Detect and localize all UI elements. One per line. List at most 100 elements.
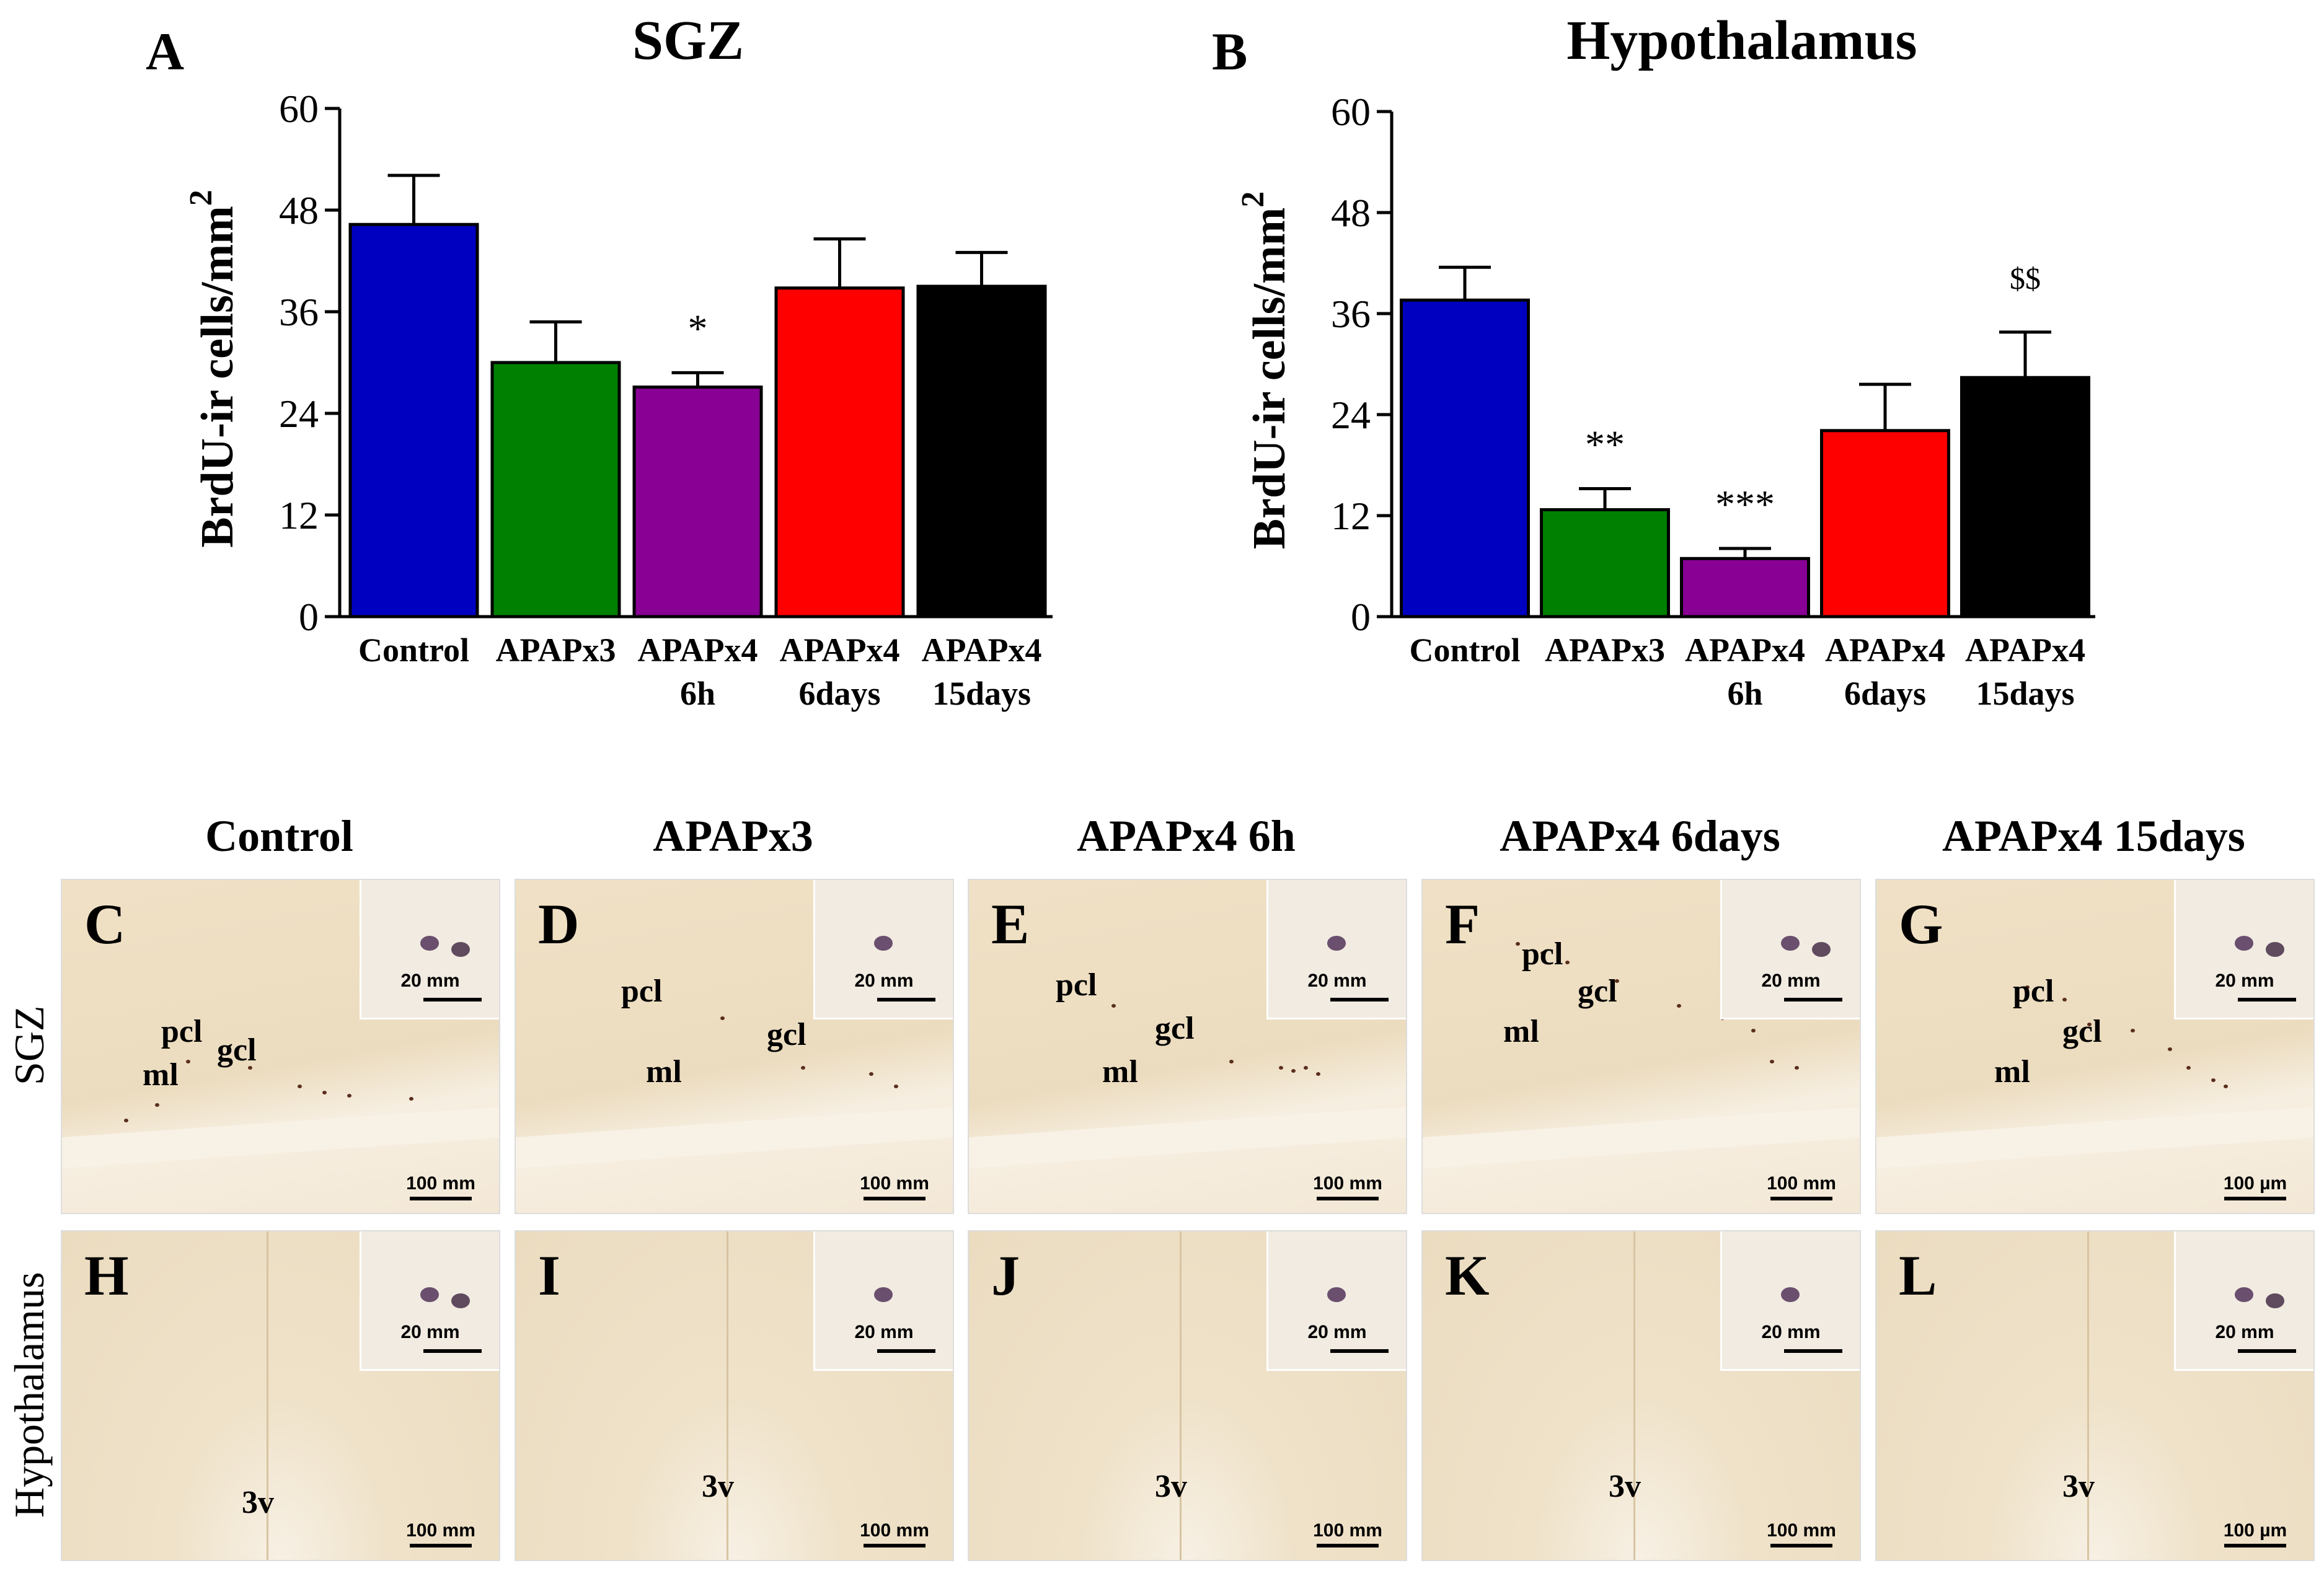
scale-label: 100 mm (1313, 1173, 1382, 1194)
stained-cell (1781, 936, 1800, 951)
region-label: 3v (1155, 1469, 1187, 1504)
y-tick-label: 0 (1351, 595, 1371, 639)
scale-bar: 100 µm (2206, 1520, 2305, 1547)
stained-cell (720, 1016, 725, 1020)
significance-label: ** (1585, 423, 1625, 467)
panel-letter: D (538, 892, 580, 956)
region-label: gcl (2062, 1014, 2102, 1049)
tissue-band (516, 1104, 953, 1170)
panel-letter: F (1445, 892, 1480, 956)
inset-scale-bar (2238, 998, 2296, 1002)
tissue-band (1423, 1104, 1860, 1170)
inset-scale-label: 20 mm (2215, 971, 2274, 991)
stained-cell (1279, 1066, 1283, 1070)
x-tick-label: APAPx3 (496, 632, 616, 669)
stained-cell (420, 1287, 439, 1302)
stained-cell (2235, 1287, 2253, 1302)
bar-charts: A SGZ BrdU-ir cells/mm2 0 12 24 36 48 60 Control A… (146, 10, 2095, 712)
panel-letter: E (991, 892, 1030, 956)
inset-scale-bar (423, 1349, 482, 1353)
stained-cell (1677, 1004, 1681, 1008)
stained-cell (894, 1085, 898, 1088)
bar (1960, 376, 2090, 619)
inset-scale-label: 20 mm (400, 971, 460, 991)
third-ventricle-line (267, 1231, 268, 1560)
scale-label: 100 µm (2223, 1520, 2287, 1541)
micrograph-l: L 3v 20 mm 100 µm (1875, 1230, 2315, 1561)
scale-bar: 100 µm (2206, 1173, 2305, 1200)
stained-cell (869, 1072, 873, 1076)
scale-line (864, 1197, 926, 1200)
scale-line (1770, 1544, 1832, 1547)
scale-bar: 100 mm (845, 1520, 944, 1547)
scale-label: 100 mm (1767, 1520, 1836, 1541)
chart-b: B Hypothalamus BrdU-ir cells/mm2 0 12 24 36 48 6… (1212, 10, 2095, 712)
region-label: pcl (2013, 974, 2054, 1009)
stained-cell (155, 1103, 159, 1107)
scale-label: 100 mm (1313, 1520, 1382, 1541)
stained-cell (1327, 1287, 1346, 1302)
tissue-band (969, 1104, 1406, 1170)
region-label: 3v (2062, 1469, 2095, 1504)
panel-letter: H (84, 1244, 129, 1307)
stained-cell (298, 1085, 302, 1088)
inset-magnified: 20 mm (813, 1231, 953, 1371)
y-tick-label: 12 (279, 493, 319, 537)
x-tick-label: APAPx4 (638, 632, 758, 669)
y-axis-label: BrdU-ir cells/mm2 (183, 190, 243, 547)
y-tick-label: 0 (299, 595, 319, 639)
stained-cell (2186, 1066, 2191, 1070)
stained-cell (1565, 961, 1570, 964)
x-tick-label: APAPx4 (922, 632, 1042, 669)
x-tick-label: APAPx4 (1685, 632, 1805, 669)
chart-a: A SGZ BrdU-ir cells/mm2 0 12 24 36 48 60 Control A… (146, 10, 1053, 712)
row-title: Hypothalamus (6, 1271, 53, 1518)
column-title: Control (205, 811, 353, 861)
region-label: pcl (161, 1014, 203, 1049)
x-tick-label: Control (1409, 632, 1520, 669)
stained-cell (451, 1293, 470, 1308)
micrograph-h: H 3v 20 mm 100 mm (61, 1230, 500, 1561)
inset-scale-label: 20 mm (1307, 1322, 1367, 1342)
panel-letter: K (1445, 1244, 1490, 1307)
inset-scale-label: 20 mm (854, 971, 914, 991)
scale-line (2224, 1544, 2286, 1547)
region-label: gcl (767, 1017, 806, 1052)
stained-cell (1304, 1066, 1308, 1070)
stained-cell (248, 1066, 252, 1070)
significance-label: *** (1715, 482, 1775, 526)
region-label: ml (1102, 1054, 1138, 1090)
stained-cell (2062, 998, 2067, 1002)
inset-scale-bar (2238, 1349, 2296, 1353)
inset-magnified: 20 mm (2174, 880, 2313, 1019)
bar (632, 385, 763, 619)
panel-letter: G (1899, 892, 1943, 956)
third-ventricle-line (1180, 1231, 1182, 1560)
column-title: APAPx3 (653, 811, 813, 861)
scale-line (410, 1197, 472, 1200)
inset-scale-bar (877, 1349, 935, 1353)
scale-label: 100 mm (406, 1173, 475, 1194)
stained-cell (347, 1094, 351, 1098)
stained-cell (801, 1066, 805, 1070)
inset-magnified: 20 mm (1720, 1231, 1860, 1371)
stained-cell (2235, 936, 2253, 951)
region-label: ml (646, 1054, 682, 1090)
inset-scale-bar (423, 998, 482, 1002)
stained-cell (874, 936, 893, 951)
stained-cell (1540, 951, 1545, 955)
inset-magnified: 20 mm (1266, 880, 1406, 1019)
x-tick-label-line2: 15days (1976, 675, 2074, 712)
scale-line (1317, 1197, 1379, 1200)
bar (774, 286, 905, 619)
scale-bar: 100 mm (1752, 1520, 1851, 1547)
region-label: gcl (217, 1032, 257, 1068)
stained-cell (2131, 1029, 2135, 1032)
stained-cell (1291, 1069, 1296, 1073)
panel-letter: B (1212, 22, 1247, 81)
x-tick-label: APAPx3 (1545, 632, 1665, 669)
